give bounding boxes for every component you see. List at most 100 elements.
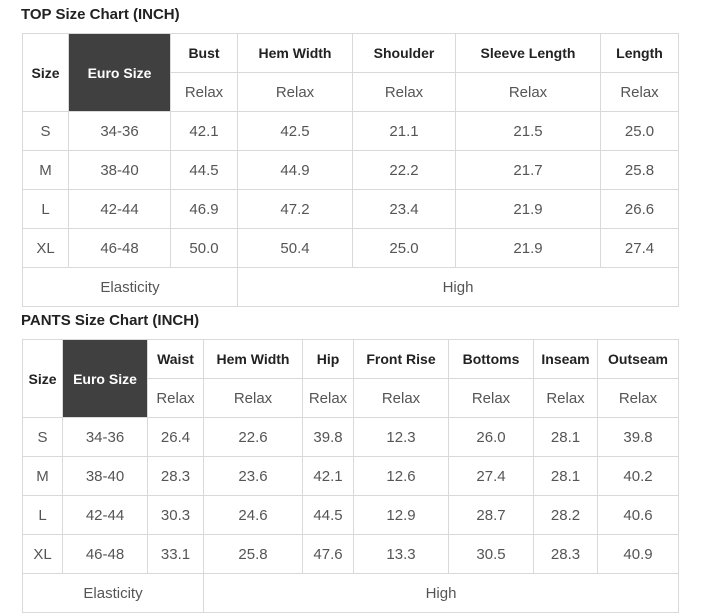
measure-value-cell: 40.9 [597, 534, 679, 574]
measure-value-cell: 21.9 [455, 228, 601, 268]
pants-column-header-hem-width: Hem Width [203, 339, 303, 379]
measure-value-cell: 30.3 [147, 495, 204, 535]
top-fit-cell: Relax [170, 72, 238, 112]
measure-value-cell: 12.9 [353, 495, 449, 535]
top-column-header-bust: Bust [170, 33, 238, 73]
pants-chart-title: PANTS Size Chart (INCH) [21, 312, 200, 329]
pants-column-header-inseam: Inseam [533, 339, 598, 379]
pants-column-header-outseam: Outseam [597, 339, 679, 379]
top-column-header-sleeve-length: Sleeve Length [455, 33, 601, 73]
measure-value-cell: 22.2 [352, 150, 456, 190]
measure-value-cell: 22.6 [203, 417, 303, 457]
measure-value-cell: 28.1 [533, 456, 598, 496]
top-column-header-shoulder: Shoulder [352, 33, 456, 73]
elasticity-value: High [237, 267, 679, 307]
measure-value-cell: 40.2 [597, 456, 679, 496]
pants-fit-cell: Relax [353, 378, 449, 418]
pants-size-table: Size Euro Size Waist Hem Width Hip Front… [22, 339, 679, 613]
pants-column-header-bottoms: Bottoms [448, 339, 534, 379]
euro-size-cell: 38-40 [62, 456, 148, 496]
measure-value-cell: 27.4 [448, 456, 534, 496]
table-row: XL 46-48 50.0 50.4 25.0 21.9 27.4 [22, 228, 679, 268]
elasticity-label: Elasticity [22, 267, 238, 307]
measure-value-cell: 12.3 [353, 417, 449, 457]
top-size-table: Size Euro Size Bust Hem Width Shoulder S… [22, 33, 679, 307]
measure-value-cell: 24.6 [203, 495, 303, 535]
table-row: M 38-40 28.3 23.6 42.1 12.6 27.4 28.1 40… [22, 456, 679, 496]
measure-value-cell: 26.4 [147, 417, 204, 457]
measure-value-cell: 42.1 [302, 456, 354, 496]
size-cell: M [22, 150, 69, 190]
euro-size-cell: 46-48 [62, 534, 148, 574]
measure-value-cell: 23.6 [203, 456, 303, 496]
size-cell: S [22, 111, 69, 151]
measure-value-cell: 28.1 [533, 417, 598, 457]
measure-value-cell: 26.0 [448, 417, 534, 457]
measure-value-cell: 50.4 [237, 228, 353, 268]
top-fit-cell: Relax [237, 72, 353, 112]
top-header-row: Size Euro Size Bust Hem Width Shoulder S… [22, 33, 679, 112]
euro-size-cell: 34-36 [62, 417, 148, 457]
top-footer-row: Elasticity High [22, 267, 679, 307]
measure-value-cell: 12.6 [353, 456, 449, 496]
measure-value-cell: 23.4 [352, 189, 456, 229]
table-row: M 38-40 44.5 44.9 22.2 21.7 25.8 [22, 150, 679, 190]
top-column-header-hem-width: Hem Width [237, 33, 353, 73]
pants-footer-row: Elasticity High [22, 573, 679, 613]
measure-value-cell: 21.5 [455, 111, 601, 151]
measure-value-cell: 46.9 [170, 189, 238, 229]
size-cell: L [22, 189, 69, 229]
measure-value-cell: 28.7 [448, 495, 534, 535]
measure-value-cell: 21.1 [352, 111, 456, 151]
pants-euro-size-header: Euro Size [62, 339, 148, 418]
table-row: XL 46-48 33.1 25.8 47.6 13.3 30.5 28.3 4… [22, 534, 679, 574]
euro-size-cell: 42-44 [68, 189, 171, 229]
measure-value-cell: 44.5 [302, 495, 354, 535]
measure-value-cell: 25.0 [600, 111, 679, 151]
table-row: S 34-36 26.4 22.6 39.8 12.3 26.0 28.1 39… [22, 417, 679, 457]
pants-fit-cell: Relax [302, 378, 354, 418]
measure-value-cell: 40.6 [597, 495, 679, 535]
pants-fit-cell: Relax [533, 378, 598, 418]
measure-value-cell: 13.3 [353, 534, 449, 574]
measure-value-cell: 27.4 [600, 228, 679, 268]
pants-size-header: Size [22, 339, 63, 418]
measure-value-cell: 26.6 [600, 189, 679, 229]
measure-value-cell: 42.5 [237, 111, 353, 151]
pants-fit-cell: Relax [448, 378, 534, 418]
euro-size-cell: 42-44 [62, 495, 148, 535]
elasticity-value: High [203, 573, 679, 613]
top-size-header: Size [22, 33, 69, 112]
measure-value-cell: 39.8 [302, 417, 354, 457]
top-chart-title: TOP Size Chart (INCH) [21, 6, 180, 23]
measure-value-cell: 44.9 [237, 150, 353, 190]
measure-value-cell: 25.8 [600, 150, 679, 190]
euro-size-cell: 38-40 [68, 150, 171, 190]
size-cell: S [22, 417, 63, 457]
top-fit-cell: Relax [600, 72, 679, 112]
pants-fit-cell: Relax [203, 378, 303, 418]
pants-fit-cell: Relax [147, 378, 204, 418]
pants-column-header-front-rise: Front Rise [353, 339, 449, 379]
euro-size-cell: 34-36 [68, 111, 171, 151]
table-row: L 42-44 30.3 24.6 44.5 12.9 28.7 28.2 40… [22, 495, 679, 535]
measure-value-cell: 28.3 [147, 456, 204, 496]
measure-value-cell: 21.9 [455, 189, 601, 229]
measure-value-cell: 42.1 [170, 111, 238, 151]
top-fit-cell: Relax [352, 72, 456, 112]
measure-value-cell: 25.0 [352, 228, 456, 268]
pants-column-header-waist: Waist [147, 339, 204, 379]
size-cell: XL [22, 228, 69, 268]
size-cell: L [22, 495, 63, 535]
size-cell: XL [22, 534, 63, 574]
measure-value-cell: 28.3 [533, 534, 598, 574]
top-fit-row: Relax Relax Relax Relax Relax [23, 72, 679, 112]
table-row: L 42-44 46.9 47.2 23.4 21.9 26.6 [22, 189, 679, 229]
top-fit-cell: Relax [455, 72, 601, 112]
top-column-header-length: Length [600, 33, 679, 73]
measure-value-cell: 47.2 [237, 189, 353, 229]
measure-value-cell: 50.0 [170, 228, 238, 268]
pants-fit-row: Relax Relax Relax Relax Relax Relax Rela… [23, 378, 679, 418]
euro-size-cell: 46-48 [68, 228, 171, 268]
